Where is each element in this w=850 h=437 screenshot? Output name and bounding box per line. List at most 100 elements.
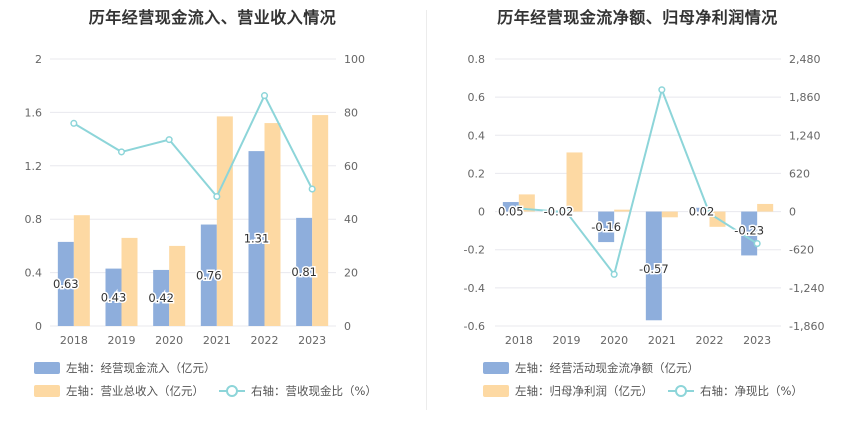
bar-secondary [757,203,774,212]
bar-data-label: 0.43 [101,290,127,304]
left-axis-tick-label: 1.2 [25,160,43,173]
right-axis-tick-label: 0 [789,206,796,219]
bar-data-label: 0.81 [291,265,317,279]
left-axis-tick-label: 0.6 [468,91,486,104]
bar-data-label: -0.57 [639,262,669,276]
legend-swatch-bar-secondary [483,385,509,397]
chart-right-plot: -0.6 -1,860 -0.4 -1,240 -0.2 -620 0 0 0.2 620 0.4 1… [464,53,825,347]
bar-primary [502,202,519,212]
legend-item-cash-inflow[interactable]: 左轴：经营现金流入（亿元） [34,360,216,376]
bar-primary [693,207,710,212]
legend-swatch-bar-primary [483,362,509,374]
left-axis-tick-label: -0.4 [464,282,485,295]
legend-swatch-bar-primary [34,362,60,374]
x-axis-tick-label: 2018 [60,334,88,347]
bar-secondary [216,116,233,326]
bar-secondary [661,211,678,218]
bar-data-label: 0.05 [498,205,524,219]
right-axis-tick-label: -620 [789,244,814,257]
line-point [308,185,316,193]
x-axis-tick-label: 2022 [251,334,279,347]
bar-primary [153,269,170,326]
left-axis-tick-label: 2 [35,53,42,66]
left-axis-tick-label: 0.8 [25,213,43,226]
legend-swatch-bar-secondary [34,385,60,397]
bar-primary [200,224,217,326]
chart-title-right: 历年经营现金流净额、归母净利润情况 [497,8,778,27]
left-axis-tick-label: 0 [35,320,42,333]
line-point [562,208,571,216]
line-point [658,86,666,94]
x-axis-tick-label: 2019 [553,334,581,347]
left-axis-tick-label: -0.2 [464,244,485,257]
bar-data-label: -0.16 [591,220,621,234]
legend-item-net-profit[interactable]: 左轴：归母净利润（亿元） [483,383,653,399]
bar-secondary [169,245,186,326]
line-point [70,119,78,127]
bar-secondary [121,237,138,326]
bar-data-label: 0.02 [689,205,715,219]
bar-secondary [312,115,329,326]
chart-left-plot: 0 0 0.4 20 0.8 40 1.2 60 1.6 80 2 100 2018 2019 2020 20… [25,53,366,347]
line-point [213,192,221,201]
legend-label: 左轴：归母净利润（亿元） [515,384,653,398]
right-axis-tick-label: 1,240 [789,129,821,142]
left-axis-tick-label: 0.8 [468,53,486,66]
x-axis-tick-label: 2018 [505,334,533,347]
right-axis-tick-label: 0 [344,320,351,333]
line-point [515,204,523,213]
legend-item-net-cash-flow[interactable]: 左轴：经营活动现金流净额（亿元） [483,360,699,376]
bar-primary [645,211,662,321]
ratio-line [518,86,758,277]
chart-panel-left: 历年经营现金流入、营业收入情况 0 0 0.4 20 0.8 40 1.2 60 1.6 80 2 1… [25,8,377,399]
line-point [753,240,761,248]
line-point [260,92,269,100]
bar-primary [105,268,122,326]
panel-divider [426,10,427,410]
bar-primary [248,151,265,326]
right-axis-tick-label: -1,240 [789,282,824,295]
legend-label: 右轴：净现比（%） [700,384,803,398]
x-axis-tick-label: 2022 [696,334,724,347]
bar-secondary [566,152,583,212]
legend-label: 左轴：经营现金流入（亿元） [66,361,216,375]
bar-primary [57,241,74,326]
left-axis-tick-label: -0.6 [464,320,485,333]
bar-secondary [264,123,281,326]
bar-primary [741,211,758,256]
legend-label: 左轴：营业总收入（亿元） [66,384,204,398]
right-axis-tick-label: 2,480 [789,53,821,66]
line-point [165,136,173,144]
bar-primary [296,217,313,326]
bar-secondary [73,215,90,326]
chart-title-left: 历年经营现金流入、营业收入情况 [88,8,337,27]
bar-secondary [614,209,631,212]
bar-data-label: 0.76 [196,268,222,282]
left-axis-tick-label: 0 [478,206,485,219]
bar-primary [550,211,567,216]
right-axis-tick-label: 100 [344,53,365,66]
left-axis-tick-label: 1.6 [25,106,43,119]
chart-panel-right: 历年经营现金流净额、归母净利润情况 -0.6 -1,860 -0.4 -1,240 -0… [425,0,850,437]
right-axis-tick-label: 60 [344,160,358,173]
left-axis-tick-label: 0.4 [468,129,486,142]
line-point [705,209,714,217]
x-axis-tick-label: 2021 [203,334,231,347]
bar-primary [598,211,615,243]
legend-item-revenue[interactable]: 左轴：营业总收入（亿元） [34,383,204,399]
bar-data-label: 1.31 [244,232,270,246]
legend-swatch-line [668,385,694,397]
bar-data-label: -0.02 [544,205,574,219]
bar-data-label: -0.23 [734,224,764,238]
right-axis-tick-label: -1,860 [789,320,824,333]
right-axis-tick-label: 1,860 [789,91,821,104]
x-axis-tick-label: 2023 [743,334,771,347]
right-axis-tick-label: 40 [344,213,358,226]
right-axis-tick-label: 80 [344,106,358,119]
legend-item-cash-ratio[interactable]: 右轴：营收现金比（%） [219,383,377,399]
bar-secondary [518,194,535,212]
legend-item-net-cash-ratio[interactable]: 右轴：净现比（%） [668,383,803,399]
right-axis-tick-label: 620 [789,167,810,180]
legend-label: 右轴：营收现金比（%） [251,384,377,398]
